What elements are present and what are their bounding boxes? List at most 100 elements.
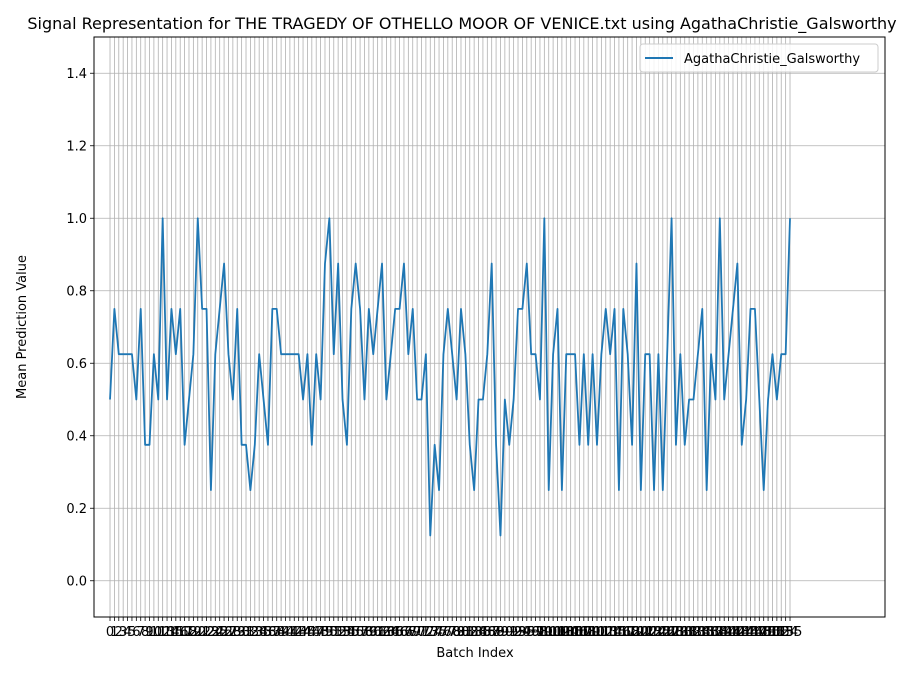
x-axis-ticks: 0123456789101112131415161718192021222324… xyxy=(106,617,803,640)
x-tick-label: 71 xyxy=(413,625,430,640)
x-tick-label: 18 xyxy=(181,625,198,640)
x-tick-label: 109 xyxy=(576,625,601,640)
x-tick-label: 91 xyxy=(501,625,518,640)
x-tick-label: 61 xyxy=(369,625,386,640)
x-tick-label: 148 xyxy=(747,625,772,640)
x-tick-label: 22 xyxy=(198,625,215,640)
x-tick-label: 75 xyxy=(431,625,448,640)
x-tick-label: 107 xyxy=(567,625,592,640)
x-tick-label: 137 xyxy=(699,625,724,640)
x-tick-label: 103 xyxy=(549,625,574,640)
x-tick-label: 143 xyxy=(725,625,750,640)
x-tick-label: 23 xyxy=(203,625,220,640)
y-tick-label: 0.6 xyxy=(66,357,87,372)
x-tick-label: 123 xyxy=(637,625,662,640)
x-tick-label: 96 xyxy=(523,625,540,640)
x-tick-label: 90 xyxy=(497,625,514,640)
x-tick-label: 5 xyxy=(128,625,136,640)
x-tick-label: 130 xyxy=(668,625,693,640)
x-tick-label: 12 xyxy=(154,625,171,640)
x-tick-label: 58 xyxy=(356,625,373,640)
x-tick-label: 151 xyxy=(760,625,785,640)
x-tick-label: 141 xyxy=(716,625,741,640)
x-tick-label: 99 xyxy=(536,625,553,640)
x-tick-label: 101 xyxy=(541,625,566,640)
x-tick-label: 52 xyxy=(330,625,347,640)
x-tick-label: 21 xyxy=(194,625,211,640)
x-tick-label: 53 xyxy=(334,625,351,640)
x-tick-label: 66 xyxy=(391,625,408,640)
x-tick-label: 129 xyxy=(664,625,689,640)
x-tick-label: 36 xyxy=(260,625,277,640)
legend: AgathaChristie_Galsworthy xyxy=(639,43,879,73)
x-tick-label: 20 xyxy=(189,625,206,640)
chart-title: Signal Representation for THE TRAGEDY OF… xyxy=(27,14,896,34)
x-tick-label: 155 xyxy=(778,625,803,640)
x-tick-label: 126 xyxy=(650,625,675,640)
y-tick-label: 1.2 xyxy=(66,139,87,154)
x-tick-label: 88 xyxy=(488,625,505,640)
x-tick-label: 11 xyxy=(150,625,167,640)
series-layer xyxy=(109,217,791,537)
x-tick-label: 112 xyxy=(589,625,614,640)
x-tick-label: 41 xyxy=(282,625,299,640)
plot-frame xyxy=(93,36,886,618)
x-tick-label: 47 xyxy=(308,625,325,640)
x-tick-label: 24 xyxy=(207,625,224,640)
x-tick-label: 26 xyxy=(216,625,233,640)
x-tick-label: 30 xyxy=(233,625,250,640)
x-tick-label: 87 xyxy=(483,625,500,640)
x-tick-label: 154 xyxy=(773,625,798,640)
x-tick-label: 82 xyxy=(461,625,478,640)
x-tick-label: 102 xyxy=(545,625,570,640)
x-tick-label: 108 xyxy=(571,625,596,640)
y-gridlines xyxy=(94,72,885,582)
x-tick-label: 132 xyxy=(677,625,702,640)
x-tick-label: 138 xyxy=(703,625,728,640)
x-tick-label: 65 xyxy=(387,625,404,640)
legend-label: AgathaChristie_Galsworthy xyxy=(684,52,860,67)
x-axis-label: Batch Index xyxy=(436,646,514,661)
x-tick-label: 56 xyxy=(347,625,364,640)
x-tick-label: 45 xyxy=(299,625,316,640)
x-tick-label: 63 xyxy=(378,625,395,640)
x-tick-label: 140 xyxy=(712,625,737,640)
x-tick-label: 62 xyxy=(374,625,391,640)
x-tick-label: 119 xyxy=(620,625,645,640)
x-tick-label: 149 xyxy=(751,625,776,640)
x-tick-label: 114 xyxy=(598,625,623,640)
x-tick-label: 25 xyxy=(211,625,228,640)
x-tick-label: 27 xyxy=(220,625,237,640)
x-tick-label: 152 xyxy=(764,625,789,640)
x-tick-label: 94 xyxy=(514,625,531,640)
x-tick-label: 50 xyxy=(321,625,338,640)
y-tick-label: 0.4 xyxy=(66,429,87,444)
x-tick-label: 14 xyxy=(163,625,180,640)
x-tick-label: 33 xyxy=(247,625,264,640)
x-tick-label: 55 xyxy=(343,625,360,640)
x-tick-label: 105 xyxy=(558,625,583,640)
x-tick-label: 124 xyxy=(642,625,667,640)
x-tick-label: 19 xyxy=(185,625,202,640)
x-tick-label: 28 xyxy=(225,625,242,640)
y-tick-label: 0.2 xyxy=(66,502,87,517)
x-tick-label: 145 xyxy=(734,625,759,640)
y-axis-label: Mean Prediction Value xyxy=(15,255,30,399)
legend-box xyxy=(639,43,879,73)
x-tick-label: 134 xyxy=(685,625,710,640)
x-tick-label: 32 xyxy=(242,625,259,640)
x-tick-label: 153 xyxy=(769,625,794,640)
x-tick-label: 125 xyxy=(646,625,671,640)
x-tick-label: 92 xyxy=(505,625,522,640)
x-tick-label: 48 xyxy=(312,625,329,640)
x-tick-label: 4 xyxy=(123,625,131,640)
x-tick-label: 68 xyxy=(400,625,417,640)
x-tick-label: 49 xyxy=(317,625,334,640)
x-tick-label: 85 xyxy=(475,625,492,640)
x-tick-label: 3 xyxy=(119,625,127,640)
x-tick-label: 120 xyxy=(624,625,649,640)
x-tick-label: 10 xyxy=(146,625,163,640)
x-tick-label: 83 xyxy=(466,625,483,640)
x-tick-label: 70 xyxy=(409,625,426,640)
